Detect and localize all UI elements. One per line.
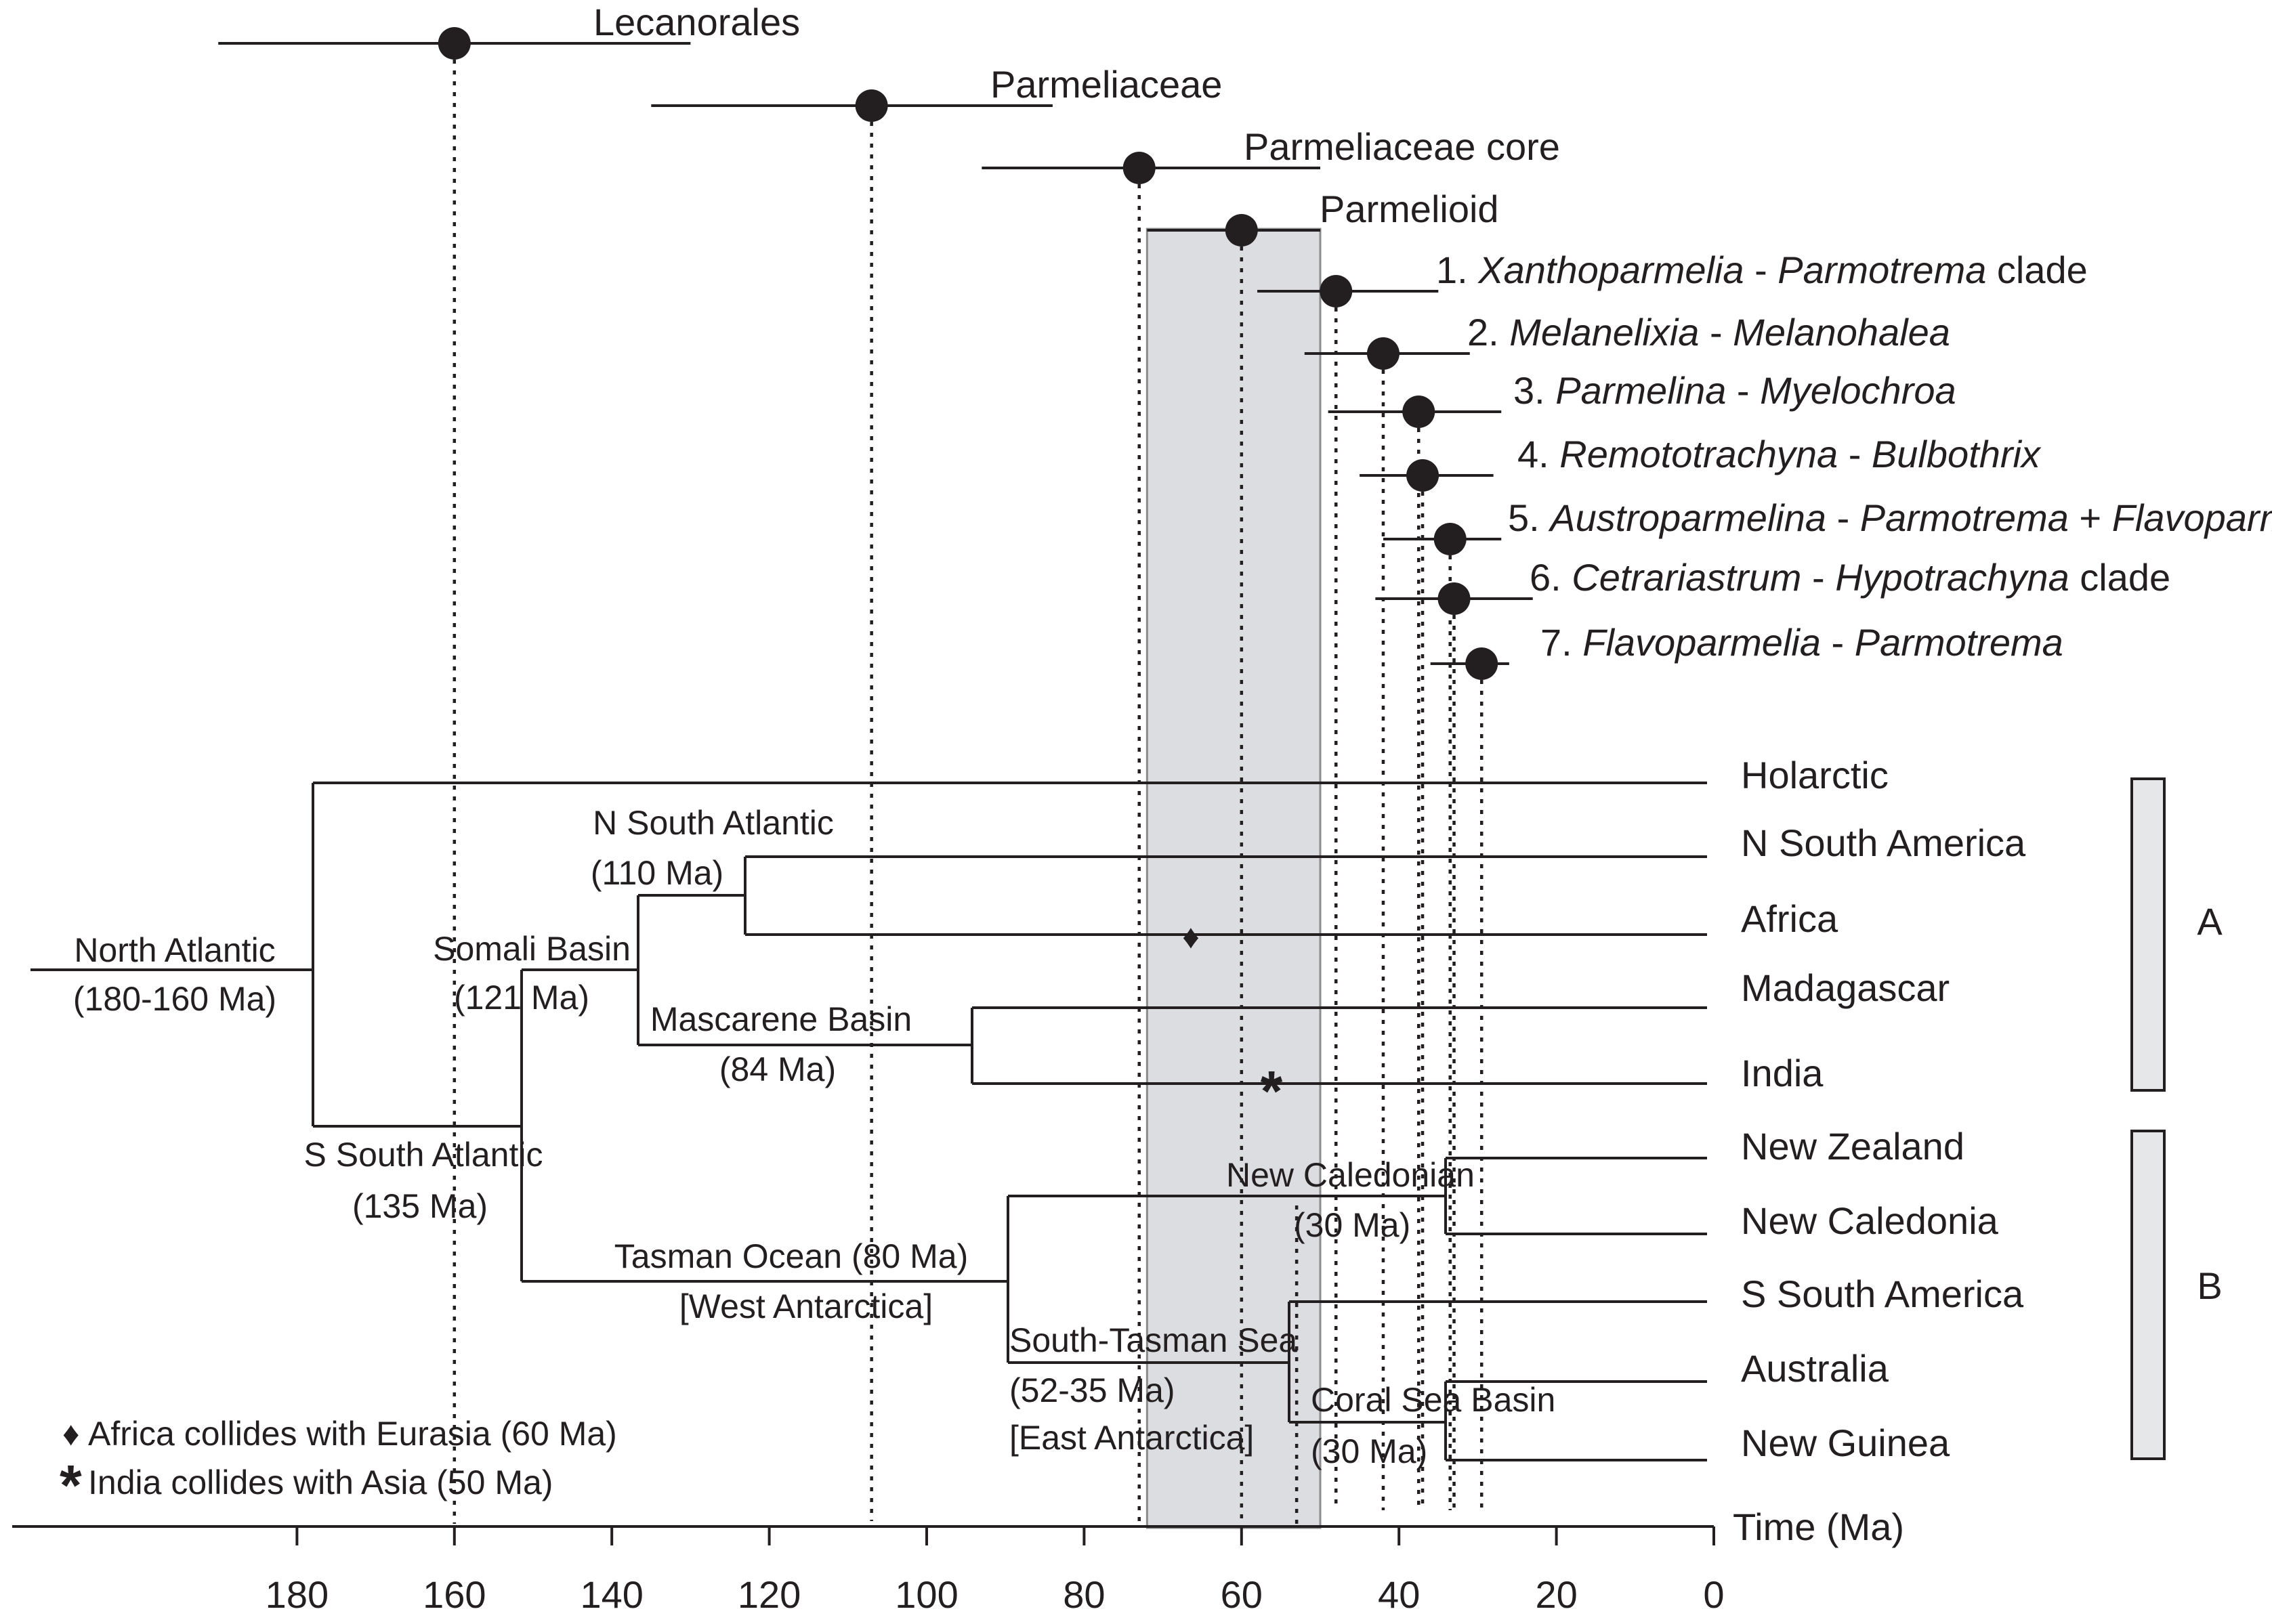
north-atlantic-label: North Atlantic (74, 931, 275, 969)
clade-1-estimate: 1. Xanthoparmelia - Parmotrema clade (1257, 249, 2088, 307)
region-holarctic: Holarctic (1741, 754, 1889, 796)
tick-label-120: 120 (738, 1573, 801, 1616)
region-madagascar: Madagascar (1741, 966, 1950, 1009)
region-new-guinea: New Guinea (1741, 1422, 1950, 1464)
region-india: India (1741, 1052, 1824, 1094)
parmeliaceae-core-estimate: Parmeliaceae core (982, 125, 1560, 184)
clade-6-estimate: 6. Cetrariastrum - Hypotrachyna clade (1375, 556, 2170, 615)
tick-label-140: 140 (580, 1573, 643, 1616)
group-b-box (2130, 1130, 2166, 1460)
time-axis: 180 160 140 120 100 80 60 40 20 0 Time (Ma) (12, 1505, 1904, 1616)
somali-basin-age: (121 Ma) (454, 979, 589, 1017)
clade-6-age-dot (1437, 582, 1471, 615)
clade-2-age-dot (1366, 337, 1400, 370)
time-axis-ticks: 180 160 140 120 100 80 60 40 20 0 (266, 1526, 1725, 1616)
parmelioid-age-dot (1225, 214, 1258, 247)
s-south-atlantic-age: (135 Ma) (352, 1187, 488, 1225)
region-new-zealand: New Zealand (1741, 1125, 1964, 1168)
clade-4-age-dot (1406, 459, 1439, 492)
parmeliaceae-core-label: Parmeliaceae core (1244, 125, 1560, 168)
parmelioid-estimate: Parmelioid (1147, 188, 1499, 247)
parmeliaceae-age-dot (855, 89, 888, 122)
n-south-atlantic-age: (110 Ma) (591, 854, 723, 892)
africa-collision-marker: ♦ (1182, 918, 1200, 956)
region-australia: Australia (1741, 1347, 1889, 1390)
lecanorales-age-dot (438, 27, 471, 60)
s-south-atlantic-label: S South Atlantic (303, 1136, 543, 1174)
legend: ♦ Africa collides with Eurasia (60 Ma) *… (60, 1415, 617, 1517)
clade-1-label: 1. Xanthoparmelia - Parmotrema clade (1436, 249, 2088, 291)
group-a-box (2130, 777, 2166, 1092)
clade-4-estimate: 4. Remototrachyna - Bulbothrix (1360, 433, 2042, 492)
new-caledonian-label: New Caledonian (1226, 1156, 1475, 1194)
dotted-reference-lines (453, 60, 1484, 1524)
region-africa: Africa (1741, 897, 1838, 940)
region-new-caledonia: New Caledonia (1741, 1199, 1999, 1242)
legend-africa-text: Africa collides with Eurasia (60 Ma) (88, 1415, 617, 1453)
legend-africa-symbol: ♦ (62, 1415, 80, 1453)
north-atlantic-age: (180-160 Ma) (73, 980, 276, 1018)
south-tasman-sea-label: South-Tasman Sea (1009, 1321, 1297, 1359)
tick-label-60: 60 (1221, 1573, 1263, 1616)
group-b-label: B (2197, 1264, 2222, 1307)
south-tasman-sea-note: [East Antarctica] (1009, 1419, 1254, 1457)
mascarene-basin-label: Mascarene Basin (650, 1000, 912, 1038)
clade-age-estimates: Lecanorales Parmeliaceae Parmeliaceae core… (218, 1, 2272, 680)
legend-india-symbol: * (60, 1453, 82, 1517)
south-tasman-sea-age: (52-35 Ma) (1009, 1371, 1175, 1409)
parmeliaceae-label: Parmeliaceae (990, 63, 1222, 106)
clade-6-label: 6. Cetrariastrum - Hypotrachyna clade (1530, 556, 2170, 599)
clade-2-estimate: 2. Melanelixia - Melanohalea (1304, 311, 1950, 370)
area-cladogram (30, 782, 1707, 1461)
clade-4-label: 4. Remototrachyna - Bulbothrix (1517, 433, 2042, 475)
coral-sea-basin-label: Coral Sea Basin (1311, 1381, 1555, 1419)
region-s-south-america: S South America (1741, 1273, 2024, 1315)
event-labels: North Atlantic (180-160 Ma) S South Atla… (73, 804, 1555, 1470)
tick-label-100: 100 (895, 1573, 958, 1616)
clade-3-label: 3. Parmelina - Myelochroa (1513, 369, 1956, 412)
clade-7-label: 7. Flavoparmelia - Parmotrema (1540, 621, 2063, 664)
tick-label-180: 180 (266, 1573, 329, 1616)
somali-basin-label: Somali Basin (433, 930, 631, 968)
lecanorales-label: Lecanorales (593, 1, 800, 43)
clade-3-estimate: 3. Parmelina - Myelochroa (1328, 369, 1956, 428)
tasman-ocean-label: Tasman Ocean (80 Ma) (614, 1237, 968, 1275)
tick-label-40: 40 (1378, 1573, 1420, 1616)
tick-label-160: 160 (423, 1573, 486, 1616)
coral-sea-basin-age: (30 Ma) (1311, 1432, 1427, 1470)
clade-5-label: 5. Austroparmelina - Parmotrema + Flavop… (1508, 496, 2272, 539)
tasman-ocean-note: [West Antarctica] (679, 1287, 933, 1325)
region-n-south-america: N South America (1741, 821, 2026, 864)
clade-2-label: 2. Melanelixia - Melanohalea (1467, 311, 1950, 354)
clade-5-estimate: 5. Austroparmelina - Parmotrema + Flavop… (1383, 496, 2272, 555)
tick-label-0: 0 (1703, 1573, 1724, 1616)
lecanorales-estimate: Lecanorales (218, 1, 800, 60)
new-caledonian-age: (30 Ma) (1294, 1206, 1410, 1244)
tick-label-20: 20 (1535, 1573, 1577, 1616)
group-a-label: A (2197, 900, 2223, 943)
india-collision-marker: * (1261, 1059, 1283, 1123)
parmelioid-label: Parmelioid (1320, 188, 1499, 230)
mascarene-basin-age: (84 Ma) (719, 1050, 836, 1088)
clade-3-age-dot (1402, 396, 1435, 428)
clade-5-age-dot (1433, 523, 1467, 555)
parmeliaceae-core-age-dot (1122, 152, 1156, 184)
tick-label-80: 80 (1063, 1573, 1105, 1616)
time-axis-label: Time (Ma) (1733, 1505, 1904, 1548)
clade-7-estimate: 7. Flavoparmelia - Parmotrema (1430, 621, 2063, 680)
clade-7-age-dot (1465, 647, 1498, 680)
parmeliaceae-estimate: Parmeliaceae (651, 63, 1222, 122)
n-south-atlantic-label: N South Atlantic (593, 804, 834, 842)
legend-india-text: India collides with Asia (50 Ma) (88, 1463, 553, 1501)
clade-1-age-dot (1320, 275, 1353, 307)
region-labels: Holarctic N South America Africa Madagas… (1741, 754, 2026, 1464)
parmelioid-shaded-interval (1145, 228, 1322, 1529)
